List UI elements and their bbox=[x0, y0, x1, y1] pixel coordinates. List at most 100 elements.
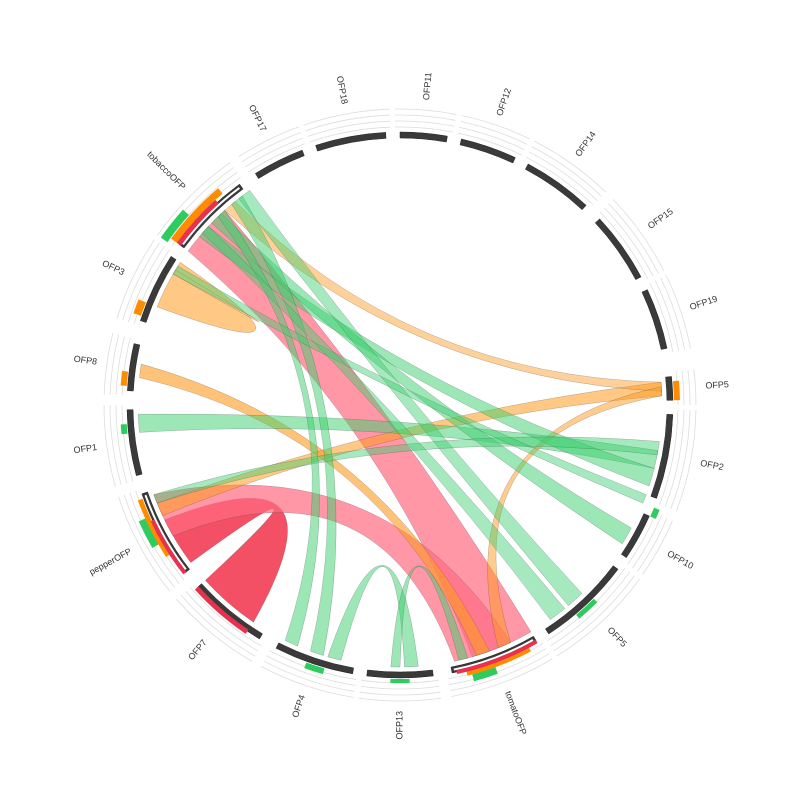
track-guide bbox=[632, 515, 662, 569]
track-guide bbox=[449, 648, 547, 686]
link bbox=[487, 386, 663, 649]
track-guide bbox=[665, 275, 691, 349]
histogram-block bbox=[304, 662, 325, 675]
track-guide bbox=[612, 199, 665, 271]
track-guide bbox=[128, 245, 165, 323]
track-guide bbox=[185, 591, 259, 652]
links bbox=[137, 190, 663, 668]
track-guide bbox=[238, 126, 299, 158]
track-guide bbox=[395, 126, 454, 133]
track-guide bbox=[659, 409, 679, 505]
track-guide bbox=[266, 655, 356, 686]
segment bbox=[525, 163, 587, 211]
track-guide bbox=[604, 207, 654, 277]
segment-label: OFP17 bbox=[247, 103, 269, 133]
segment bbox=[594, 218, 642, 280]
segment bbox=[126, 409, 143, 476]
segment bbox=[254, 149, 305, 179]
track-guide bbox=[681, 370, 685, 406]
track-guide bbox=[180, 594, 256, 657]
segment-label: OFP4 bbox=[290, 693, 307, 718]
track-guide bbox=[260, 665, 354, 698]
segment bbox=[650, 414, 674, 499]
segment-highlight bbox=[144, 494, 187, 570]
segment bbox=[545, 565, 619, 635]
track-guide bbox=[263, 660, 355, 692]
track-guide bbox=[395, 120, 455, 127]
histogram-block bbox=[576, 598, 598, 619]
track-guide bbox=[526, 156, 594, 206]
link bbox=[156, 261, 259, 333]
track-guide bbox=[176, 598, 253, 662]
track-guide bbox=[157, 162, 231, 236]
track-guide bbox=[248, 143, 306, 173]
segment bbox=[315, 132, 387, 152]
segment bbox=[275, 642, 354, 675]
track-guide bbox=[608, 203, 659, 274]
track-guide bbox=[450, 653, 550, 691]
track-guide bbox=[457, 132, 523, 156]
segment-label: OFP7 bbox=[186, 638, 209, 663]
track-guide bbox=[528, 151, 598, 201]
track-guide bbox=[693, 368, 697, 406]
segment-label: OFP19 bbox=[688, 294, 718, 313]
segment bbox=[399, 131, 448, 143]
track-guide bbox=[241, 132, 301, 163]
track-guide bbox=[670, 410, 691, 510]
track-guide bbox=[553, 575, 635, 652]
histogram-block bbox=[160, 209, 189, 243]
segment-label: OFP15 bbox=[646, 206, 675, 231]
histogram-block bbox=[133, 299, 146, 316]
track-guide bbox=[103, 333, 114, 395]
track-guide bbox=[675, 410, 697, 512]
segment bbox=[665, 376, 674, 401]
histogram-block bbox=[194, 586, 249, 634]
track-guide bbox=[637, 518, 668, 572]
track-guide bbox=[358, 697, 442, 702]
track-guide bbox=[121, 337, 131, 396]
histogram-block bbox=[650, 507, 660, 519]
segment-label: tomatoOFP bbox=[503, 690, 528, 737]
track-guide bbox=[303, 108, 390, 126]
track-guide bbox=[394, 114, 456, 121]
track-guide bbox=[458, 126, 525, 151]
track-guides bbox=[103, 108, 697, 702]
link bbox=[139, 363, 490, 656]
segment bbox=[140, 255, 177, 323]
segment-label: OFP18 bbox=[335, 75, 350, 105]
segment-highlight bbox=[453, 639, 534, 671]
track-guide bbox=[109, 404, 122, 486]
segment bbox=[366, 669, 434, 679]
ideogram-ring bbox=[120, 131, 680, 683]
track-guide bbox=[133, 249, 170, 324]
segment-label: OFP14 bbox=[573, 129, 598, 158]
track-guide bbox=[461, 115, 530, 140]
segment-label: pepperOFP bbox=[88, 546, 134, 577]
histogram-block bbox=[120, 370, 129, 386]
track-guide bbox=[121, 404, 134, 482]
link bbox=[201, 225, 566, 620]
segment-label: OFP11 bbox=[421, 72, 433, 101]
segment-label: OFP13 bbox=[394, 711, 404, 740]
track-guide bbox=[556, 578, 640, 657]
histogram-block bbox=[150, 519, 187, 575]
segment-label: OFP8 bbox=[73, 354, 98, 367]
track-guide bbox=[307, 120, 391, 137]
track-guide bbox=[642, 520, 673, 576]
link bbox=[172, 265, 647, 504]
track-guide bbox=[360, 685, 440, 690]
link bbox=[137, 413, 659, 469]
segment-highlight bbox=[182, 187, 240, 245]
histogram-block bbox=[672, 380, 680, 401]
segment-label: OFP5 bbox=[605, 625, 628, 649]
link bbox=[231, 195, 337, 656]
track-guide bbox=[122, 242, 160, 321]
link bbox=[224, 201, 662, 392]
track-guide bbox=[664, 409, 685, 507]
histogram-block bbox=[176, 199, 219, 246]
segment bbox=[621, 513, 650, 559]
track-guide bbox=[305, 114, 390, 132]
link bbox=[327, 565, 419, 668]
track-guide bbox=[534, 140, 606, 193]
